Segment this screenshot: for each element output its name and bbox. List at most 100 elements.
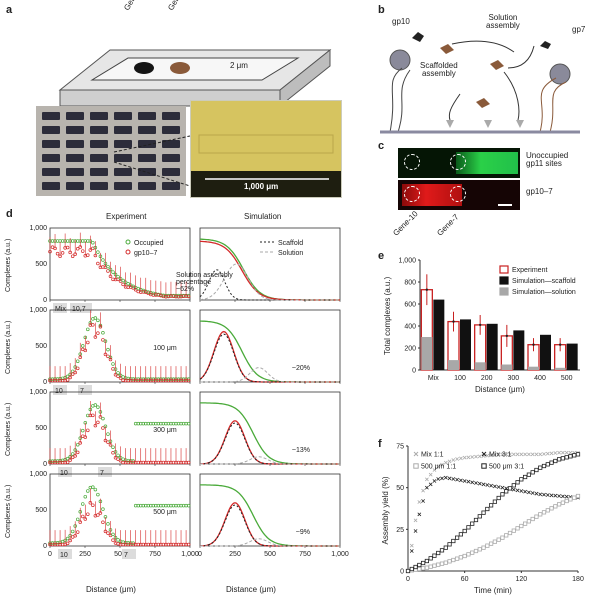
gene10-label: Gene-10 <box>122 0 145 12</box>
d-gp107-point <box>75 530 80 534</box>
f-point-3 <box>413 564 418 570</box>
f-point-3 <box>530 470 535 475</box>
d-gp107-point <box>70 254 75 258</box>
legend-gp107: gp10–7 <box>134 250 157 257</box>
f-point-1 <box>474 481 478 485</box>
chip-cell <box>114 154 132 162</box>
f-point-0 <box>455 457 459 461</box>
f-point-2 <box>523 521 528 526</box>
d-occupied-point <box>91 485 95 489</box>
f-point-0 <box>515 452 520 457</box>
f-point-0 <box>451 458 456 462</box>
f-point-0 <box>534 452 539 457</box>
chip-cell <box>90 140 108 148</box>
f-point-0 <box>527 452 531 457</box>
f-legend-marker <box>413 451 419 457</box>
f-point-0 <box>493 453 497 457</box>
e-bar-scaffold <box>486 323 498 370</box>
f-point-0 <box>523 452 527 457</box>
d-gp107-point <box>186 378 191 383</box>
f-point-3 <box>451 538 456 544</box>
f-point-2 <box>530 516 535 522</box>
chip-cell <box>90 182 108 190</box>
d-ytick-label: 500 <box>35 507 47 514</box>
f-point-0 <box>542 452 546 456</box>
panel-d-label: d <box>6 208 13 220</box>
f-point-2 <box>564 498 569 504</box>
chip-cell <box>90 112 108 120</box>
fluor-row-red <box>398 180 520 210</box>
d-gp107-point <box>86 253 90 257</box>
d-occupied-point <box>70 529 75 534</box>
d-ytick-label: 1,000 <box>29 225 47 232</box>
d-gp107-point <box>65 245 70 250</box>
d-gp107-point <box>91 503 95 507</box>
f-point-0 <box>561 450 565 455</box>
e-bar-solution <box>554 367 566 370</box>
chip-cell <box>162 182 180 190</box>
d-frame <box>199 309 341 383</box>
f-point-1 <box>527 490 531 495</box>
e-ylabel: Total complexes (a.u.) <box>383 276 392 355</box>
f-point-3 <box>436 550 441 556</box>
f-point-1 <box>417 512 422 517</box>
f-point-0 <box>417 500 422 504</box>
d-gene-tag: 7 <box>100 470 104 477</box>
f-point-0 <box>553 451 558 455</box>
d-ytick-label: 0 <box>43 461 47 468</box>
d-occupied-point <box>106 347 110 352</box>
d-gene-tag-bg <box>70 303 92 313</box>
f-point-1 <box>545 493 550 497</box>
d-row-label: 300 μm <box>153 427 177 434</box>
d-gp107-point <box>106 531 110 535</box>
f-point-1 <box>489 483 493 488</box>
legend-gp107-marker <box>125 249 131 255</box>
e-bar-scaffold <box>566 343 578 370</box>
f-point-3 <box>409 566 414 572</box>
d-xtick-label: 500 <box>114 551 126 558</box>
f-point-2 <box>462 553 467 559</box>
f-point-3 <box>572 453 577 458</box>
f-point-2 <box>545 508 550 513</box>
f-point-2 <box>496 537 501 542</box>
f-point-0 <box>504 452 509 457</box>
f-point-1 <box>440 476 444 481</box>
d-gp107-point <box>81 249 85 253</box>
sim-solution-line <box>200 367 340 383</box>
f-point-0 <box>508 452 512 457</box>
f-point-3 <box>568 454 573 459</box>
f-point-2 <box>424 565 429 570</box>
f-point-1 <box>481 482 486 487</box>
d-gene-tag-bg <box>58 549 72 559</box>
chip-cell <box>42 154 60 162</box>
f-point-3 <box>462 528 467 534</box>
f-point-0 <box>545 451 550 456</box>
f-point-2 <box>439 561 445 566</box>
f-point-3 <box>519 477 524 482</box>
f-point-1 <box>564 494 569 499</box>
d-occupied-point <box>70 452 75 456</box>
f-point-1 <box>477 481 482 486</box>
d-ytick-label: 0 <box>43 543 47 550</box>
d-occupied-point <box>111 532 115 537</box>
d-occupied-point <box>93 403 98 407</box>
e-bar-solution <box>421 337 433 370</box>
f-point-3 <box>470 521 475 526</box>
chip-cell <box>42 126 60 134</box>
d-occupied-point <box>81 344 85 348</box>
f-point-3 <box>421 560 426 566</box>
f-point-2 <box>455 556 460 561</box>
f-point-3 <box>538 465 543 470</box>
d-ytick-label: 500 <box>35 343 47 350</box>
f-point-2 <box>473 548 479 554</box>
d-gp107-point <box>186 542 191 547</box>
f-point-0 <box>557 450 561 455</box>
f-point-3 <box>447 542 452 547</box>
d-xtick-label: 1,000 <box>181 551 199 558</box>
f-point-2 <box>507 530 513 536</box>
panel-e-chart: 0 200 400 600 800 1,000 Mix 100 200 300 400 500 Dist… <box>383 258 580 394</box>
chip-zoom-photo <box>190 100 342 198</box>
f-point-0 <box>440 462 444 467</box>
f-point-1 <box>428 482 433 487</box>
d-occupied-point <box>65 456 70 461</box>
